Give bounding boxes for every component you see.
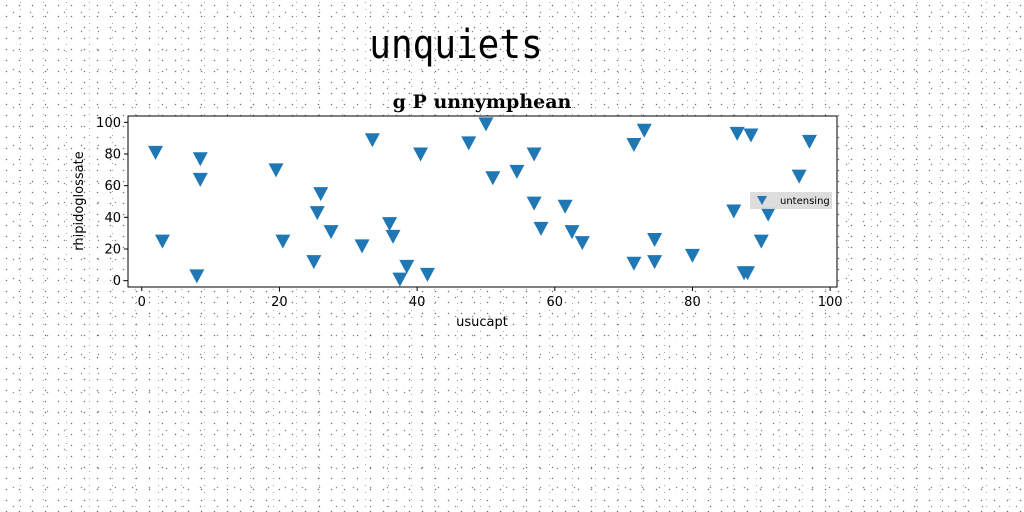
chart-title: g P unnymphean	[393, 91, 572, 113]
data-point	[189, 269, 205, 284]
data-point	[461, 136, 477, 151]
data-point	[647, 255, 663, 270]
data-point	[148, 145, 164, 160]
data-point	[399, 259, 415, 274]
data-point	[557, 199, 573, 214]
x-tick-label: 60	[547, 295, 564, 310]
y-tick-label: 20	[104, 243, 121, 258]
data-point	[382, 217, 398, 232]
data-point	[478, 117, 494, 132]
plot-area	[127, 115, 838, 288]
data-point	[313, 187, 329, 202]
data-point	[268, 163, 284, 178]
data-point	[323, 225, 339, 240]
data-point	[192, 172, 208, 187]
data-point	[526, 196, 542, 211]
x-tick-label: 80	[684, 295, 701, 310]
y-tick-label: 80	[104, 148, 121, 163]
x-tick-label: 20	[271, 295, 288, 310]
y-axis: 0 20 40 60 80 100	[96, 116, 128, 289]
x-tick-label: 40	[409, 295, 426, 310]
data-point	[743, 128, 759, 143]
data-point	[753, 234, 769, 249]
legend-label: untensing	[780, 196, 830, 207]
y-axis-label: rhipidoglossate	[72, 151, 87, 250]
y-tick-label: 100	[96, 116, 121, 131]
data-point	[354, 239, 370, 254]
data-point	[364, 133, 380, 148]
data-point	[306, 255, 322, 270]
data-point	[726, 204, 742, 219]
data-point	[760, 207, 776, 222]
x-axis-label: usucapt	[456, 315, 508, 330]
data-point	[626, 138, 642, 152]
legend-box	[750, 192, 832, 209]
data-point	[574, 236, 590, 251]
data-point	[385, 229, 401, 244]
data-point	[485, 171, 501, 186]
data-point	[392, 272, 408, 287]
data-point	[413, 147, 429, 162]
data-point	[309, 206, 325, 221]
data-point	[647, 233, 663, 247]
data-point	[564, 225, 580, 240]
y-tick-label: 60	[104, 179, 121, 194]
data-point	[419, 267, 435, 282]
data-point	[729, 126, 745, 141]
x-tick-label: 0	[138, 295, 146, 310]
data-point	[740, 266, 756, 281]
data-point	[154, 234, 170, 249]
data-point	[801, 134, 817, 149]
x-tick-label: 100	[818, 295, 843, 310]
legend-marker-icon	[757, 196, 767, 205]
data-point	[636, 123, 652, 138]
data-point	[509, 164, 525, 179]
page-title: unquiets	[369, 22, 543, 68]
data-point	[791, 169, 807, 184]
x-axis: 0 20 40 60 80 100	[138, 287, 843, 310]
data-point	[533, 221, 549, 236]
y-tick-label: 0	[113, 274, 121, 289]
legend: untensing	[750, 192, 832, 209]
y-tick-label: 40	[104, 211, 121, 226]
data-point	[684, 248, 700, 263]
data-point	[192, 152, 208, 167]
data-point	[275, 234, 291, 249]
data-point	[526, 147, 542, 162]
data-point	[626, 256, 642, 271]
series-markers	[148, 117, 817, 287]
